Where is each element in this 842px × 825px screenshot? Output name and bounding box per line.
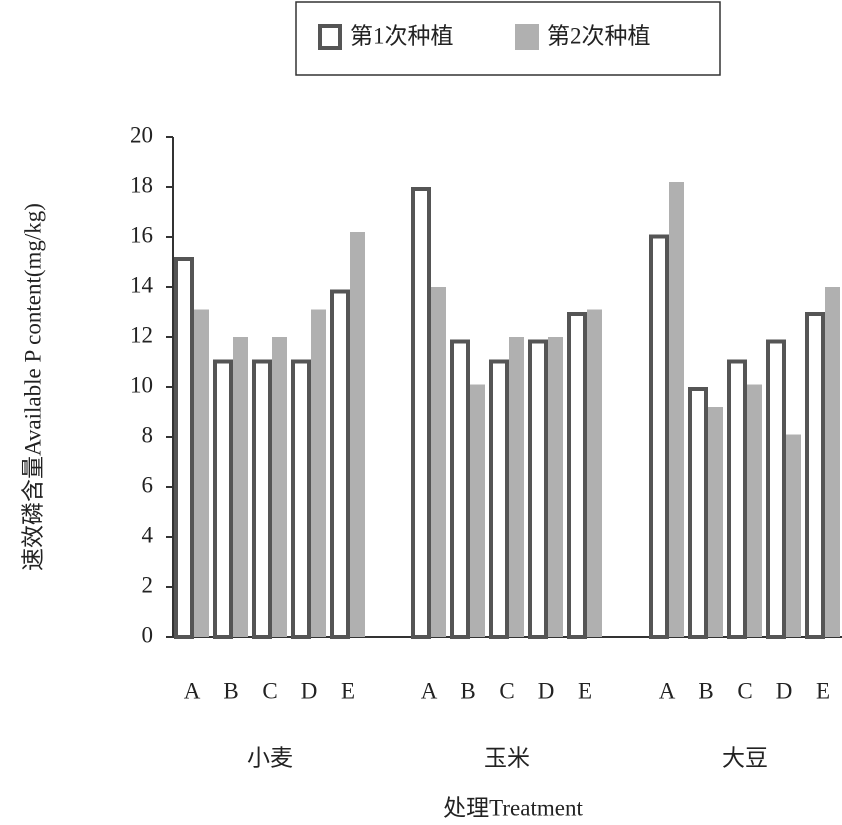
bar xyxy=(805,312,825,639)
y-tick-label: 12 xyxy=(130,322,153,347)
legend-swatch xyxy=(318,24,342,50)
bar xyxy=(528,339,548,639)
y-tick-label: 20 xyxy=(130,122,153,147)
bar xyxy=(174,257,194,639)
x-tick-label: E xyxy=(341,678,355,703)
bar xyxy=(291,359,311,639)
x-axis-label: 处理Treatment xyxy=(443,795,583,820)
x-tick-label: A xyxy=(184,678,201,703)
legend-box xyxy=(295,1,721,76)
bar xyxy=(411,187,431,639)
bar xyxy=(470,384,485,637)
legend-label: 第1次种植 xyxy=(350,23,454,48)
x-tick-label: B xyxy=(460,678,475,703)
bar xyxy=(649,234,669,639)
x-tick-label: B xyxy=(698,678,713,703)
x-tick-label: D xyxy=(301,678,318,703)
legend-label: 第2次种植 xyxy=(547,23,651,48)
bar xyxy=(272,337,287,637)
bar xyxy=(587,309,602,637)
y-tick-label: 16 xyxy=(130,222,153,247)
x-tick-label: C xyxy=(737,678,752,703)
group-label: 小麦 xyxy=(247,745,293,770)
bar xyxy=(233,337,248,637)
x-tick-label: A xyxy=(659,678,676,703)
y-tick-label: 0 xyxy=(142,622,154,647)
legend-swatch xyxy=(515,24,539,50)
group-label: 大豆 xyxy=(722,745,768,770)
x-tick-label: E xyxy=(578,678,592,703)
y-tick-label: 18 xyxy=(130,172,153,197)
bar xyxy=(450,339,470,639)
x-tick-label: C xyxy=(499,678,514,703)
bar xyxy=(786,434,801,637)
bar xyxy=(708,407,723,637)
y-tick-label: 4 xyxy=(142,522,154,547)
bar xyxy=(350,232,365,637)
x-tick-label: D xyxy=(538,678,555,703)
bar xyxy=(825,287,840,637)
y-tick-label: 14 xyxy=(130,272,154,297)
y-tick-label: 6 xyxy=(142,472,154,497)
bar xyxy=(252,359,272,639)
bar xyxy=(747,384,762,637)
bar xyxy=(548,337,563,637)
x-tick-label: B xyxy=(223,678,238,703)
bar xyxy=(509,337,524,637)
bar xyxy=(311,309,326,637)
bar xyxy=(213,359,233,639)
y-tick-label: 8 xyxy=(142,422,154,447)
bar xyxy=(766,339,786,639)
x-tick-label: D xyxy=(776,678,793,703)
bar xyxy=(567,312,587,639)
bar xyxy=(431,287,446,637)
x-tick-label: C xyxy=(262,678,277,703)
x-tick-label: A xyxy=(421,678,438,703)
bar xyxy=(688,387,708,639)
y-tick-label: 2 xyxy=(142,572,154,597)
y-axis-label: 速效磷含量Available P content(mg/kg) xyxy=(20,203,45,571)
bar xyxy=(489,359,509,639)
x-tick-label: E xyxy=(816,678,830,703)
bar xyxy=(727,359,747,639)
bar xyxy=(330,289,350,639)
y-tick-label: 10 xyxy=(130,372,153,397)
bar xyxy=(669,182,684,637)
group-label: 玉米 xyxy=(484,745,530,770)
bar xyxy=(194,309,209,637)
